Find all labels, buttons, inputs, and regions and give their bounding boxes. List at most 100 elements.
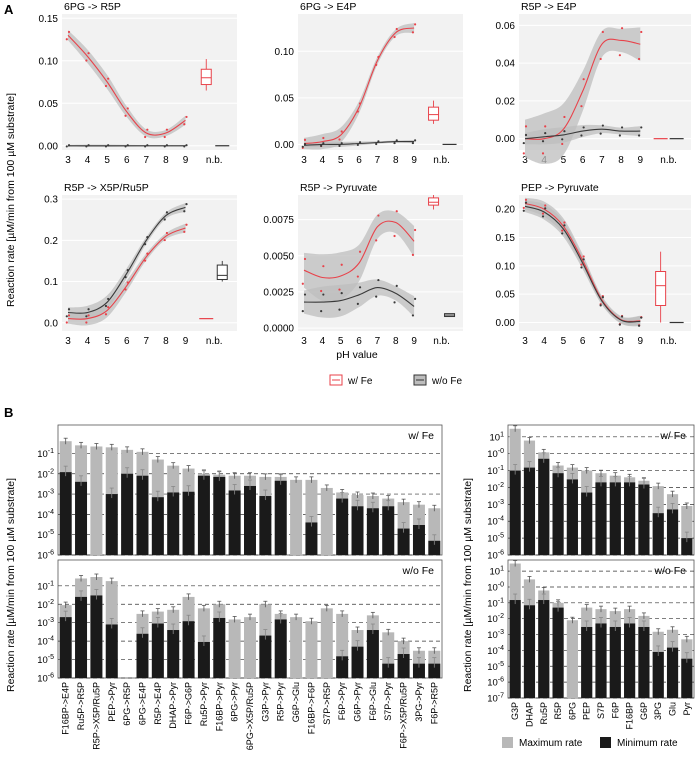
data-point <box>377 140 380 143</box>
series-line-nofe <box>524 128 641 140</box>
data-point <box>144 259 147 262</box>
y-tick-label: 10-5 <box>37 654 54 666</box>
data-point <box>375 142 378 146</box>
x-tick-label: 3 <box>301 155 307 166</box>
min-rate-bar <box>259 635 272 678</box>
min-rate-bar <box>509 600 521 698</box>
line-panel-5: 0.00 0.05 0.10 0.15 0.20 PEP -> Pyruvate 3 4 5 6 7… <box>496 182 691 347</box>
x-tick-label-nb: n.b. <box>433 155 450 166</box>
data-point <box>65 321 68 324</box>
y-tick-label: 10-5 <box>487 661 504 673</box>
x-tick-label: 8 <box>163 155 169 166</box>
min-rate-bar <box>681 538 693 555</box>
min-rate-bar <box>581 492 593 555</box>
min-rate-bar <box>213 476 226 555</box>
x-tick-label: 4 <box>320 336 326 347</box>
nb-box <box>200 68 212 86</box>
legend-b-max-label: Maximum rate <box>519 738 583 749</box>
data-point <box>165 231 169 235</box>
y-tick-label: 0.2 <box>44 236 58 247</box>
x-tick-label: 6 <box>124 155 130 166</box>
x-tick-label: Ru5P->Pyr <box>199 682 209 726</box>
data-point <box>87 144 90 147</box>
y-tick-label: 10-3 <box>487 499 504 511</box>
y-tick-label: 10-2 <box>37 468 54 480</box>
data-point <box>561 232 564 235</box>
data-point <box>303 257 307 261</box>
y-tick-label: 10-3 <box>37 617 54 629</box>
min-rate-bar <box>595 482 607 555</box>
data-point <box>301 145 304 148</box>
data-point <box>377 55 380 59</box>
data-point <box>522 206 525 210</box>
max-rate-bar <box>290 479 303 555</box>
x-tick-label: Ru5P <box>539 702 549 725</box>
y-tick-label: 101 <box>490 566 505 578</box>
data-point <box>85 59 88 62</box>
min-rate-bar <box>136 475 149 555</box>
y-tick-label: 0.05 <box>275 93 295 104</box>
bar-panel-1: 10-6 10-5 10-4 10-3 10-2 10-1 w/o Fe F16BP->E4P… <box>37 559 443 750</box>
x-tick-label-nb: n.b. <box>433 336 450 347</box>
data-point <box>580 134 583 137</box>
data-point <box>67 314 71 317</box>
panel-a-label: A <box>4 2 14 17</box>
data-point <box>338 144 341 147</box>
x-tick-label-nb: n.b. <box>206 336 223 347</box>
x-tick-label: Pyr <box>682 702 692 716</box>
x-tick-label: 8 <box>393 155 399 166</box>
data-point <box>183 230 186 233</box>
panel-title: PEP -> Pyruvate <box>521 182 599 194</box>
min-rate-bar <box>336 656 349 678</box>
y-tick-label: 0.0025 <box>263 287 294 298</box>
panel-title: w/ Fe <box>407 430 434 442</box>
data-point <box>356 302 359 305</box>
legend-b-max-swatch <box>502 737 513 748</box>
confidence-band <box>68 30 186 139</box>
y-tick-label: 10-3 <box>487 629 504 641</box>
data-point <box>356 110 359 113</box>
data-point <box>303 293 307 296</box>
x-tick-label: 6 <box>356 155 362 166</box>
min-rate-bar <box>259 496 272 555</box>
min-rate-bar <box>167 492 180 555</box>
y-tick-label: 10-1 <box>487 597 504 609</box>
data-point <box>163 218 166 221</box>
data-point <box>393 141 396 145</box>
x-tick-label: 3 <box>522 155 528 166</box>
x-tick-label: F6P->Glu <box>368 682 378 721</box>
data-point <box>541 212 545 215</box>
y-tick-label: 0.05 <box>39 99 59 110</box>
x-tick-label-nb: n.b. <box>660 155 677 166</box>
data-point <box>340 291 343 295</box>
x-tick-label: 8 <box>163 336 169 347</box>
x-tick-label: 3 <box>65 336 71 347</box>
y-tick-label: 10-6 <box>487 677 504 689</box>
y-tick-label: 0.02 <box>496 96 516 107</box>
y-tick-label: 10-6 <box>37 673 54 685</box>
x-tick-label: 7 <box>599 336 605 347</box>
panel-a-ylabel: Reaction rate [µM/min from 100 µM substr… <box>5 93 17 307</box>
y-tick-label: 0.20 <box>496 205 516 216</box>
x-tick-label: 5 <box>338 155 344 166</box>
max-rate-bar <box>305 621 318 678</box>
data-point <box>358 250 362 253</box>
legend-a-fe-label: w/ Fe <box>347 376 373 387</box>
min-rate-bar <box>136 633 149 678</box>
x-tick-label: 9 <box>637 336 643 347</box>
x-tick-label: 7 <box>599 155 605 166</box>
min-rate-bar <box>182 491 195 555</box>
data-point <box>320 309 323 313</box>
data-point <box>601 296 604 299</box>
x-tick-label: 8 <box>618 336 624 347</box>
data-point <box>563 224 566 227</box>
data-point <box>146 144 149 147</box>
max-rate-bar <box>228 619 241 678</box>
panel-a-xlabel: pH value <box>336 349 378 361</box>
x-tick-label: DHAP->Pyr <box>168 682 178 729</box>
y-tick-label: 10-1 <box>37 448 54 460</box>
min-rate-bar <box>638 626 650 698</box>
x-tick-label: PEP <box>582 702 592 720</box>
x-tick-label: F6P->G6P <box>184 682 194 725</box>
min-rate-bar <box>666 509 679 555</box>
